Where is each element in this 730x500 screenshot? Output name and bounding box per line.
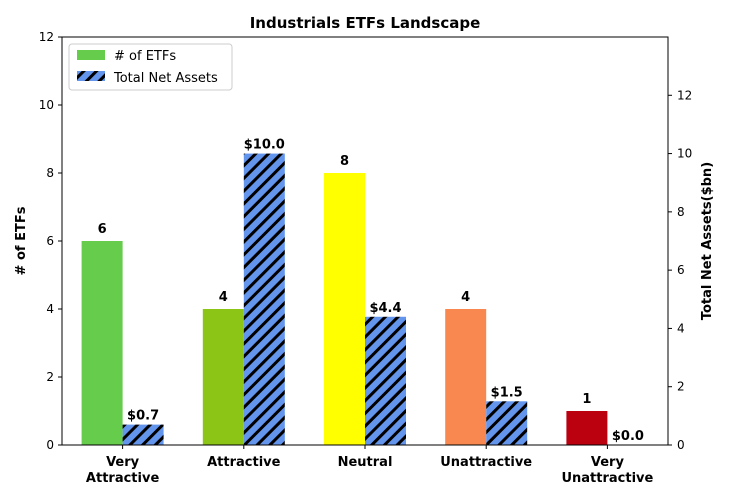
legend-label-net-assets: Total Net Assets [113, 71, 218, 86]
y-tick-label-right: 10 [677, 147, 692, 161]
y-tick-label-left: 6 [46, 234, 54, 248]
bar-etf-count [445, 309, 487, 445]
y-tick-label-right: 12 [677, 88, 692, 102]
chart-title: Industrials ETFs Landscape [250, 14, 481, 32]
y-tick-label-right: 0 [677, 438, 685, 452]
y-tick-label-left: 10 [39, 98, 54, 112]
plot-area: 6 $0.7 Very Attractive 4 $10.0 Attractive 8 $4.4… [39, 30, 693, 486]
y-tick-label-left: 2 [46, 370, 54, 384]
data-label-etf-count: 6 [98, 222, 107, 237]
y-tick-label-right: 2 [677, 380, 685, 394]
bar-etf-count [202, 309, 244, 445]
y-axis-label-left: # of ETFs [14, 206, 29, 275]
y-tick-label-left: 12 [39, 30, 54, 44]
data-label-net-assets: $4.4 [369, 301, 401, 316]
x-tick-label: Neutral [338, 455, 393, 470]
legend-swatch-etf-count [77, 50, 105, 60]
y-tick-label-right: 4 [677, 321, 685, 335]
bar-net-assets [486, 401, 528, 445]
y-axis-label-right: Total Net Assets($bn) [700, 162, 715, 320]
bar-etf-count [81, 241, 123, 445]
data-label-net-assets: $1.5 [491, 385, 523, 400]
bar-net-assets [243, 153, 285, 446]
data-label-etf-count: 1 [582, 392, 591, 407]
y-tick-label-left: 0 [46, 438, 54, 452]
data-label-etf-count: 4 [219, 290, 228, 305]
legend-label-etf-count: # of ETFs [114, 49, 176, 64]
data-label-net-assets: $0.0 [612, 429, 644, 444]
data-label-net-assets: $10.0 [244, 138, 285, 153]
y-tick-label-right: 6 [677, 263, 685, 277]
data-label-etf-count: 4 [461, 290, 470, 305]
y-tick-label-left: 8 [46, 166, 54, 180]
plot-frame [61, 36, 669, 446]
data-label-etf-count: 8 [340, 154, 349, 169]
legend-swatch-net-assets [77, 71, 105, 81]
legend: # of ETFs Total Net Assets [68, 43, 233, 91]
bar-net-assets [365, 316, 406, 445]
bar-etf-count [324, 173, 365, 445]
bar-etf-count [566, 411, 608, 445]
y-tick-label-right: 8 [677, 205, 685, 219]
x-tick-label: Attractive [207, 455, 281, 470]
x-tick-label: Very Unattractive [561, 455, 653, 486]
x-tick-label: Unattractive [440, 455, 532, 470]
data-label-net-assets: $0.7 [127, 409, 159, 424]
bar-net-assets [122, 424, 164, 445]
x-tick-label: Very Attractive [86, 455, 160, 486]
y-tick-label-left: 4 [46, 302, 54, 316]
legend-box [68, 43, 233, 91]
